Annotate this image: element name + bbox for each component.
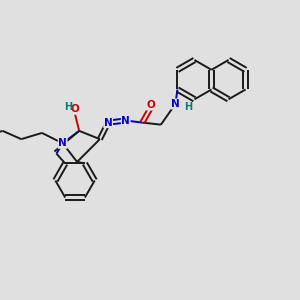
Text: O: O — [146, 100, 155, 110]
Text: N: N — [171, 99, 180, 109]
Text: O: O — [71, 104, 80, 114]
Text: H: H — [184, 102, 192, 112]
Text: N: N — [122, 116, 130, 125]
Text: N: N — [104, 118, 112, 128]
Text: N: N — [58, 138, 67, 148]
Text: H: H — [64, 102, 72, 112]
